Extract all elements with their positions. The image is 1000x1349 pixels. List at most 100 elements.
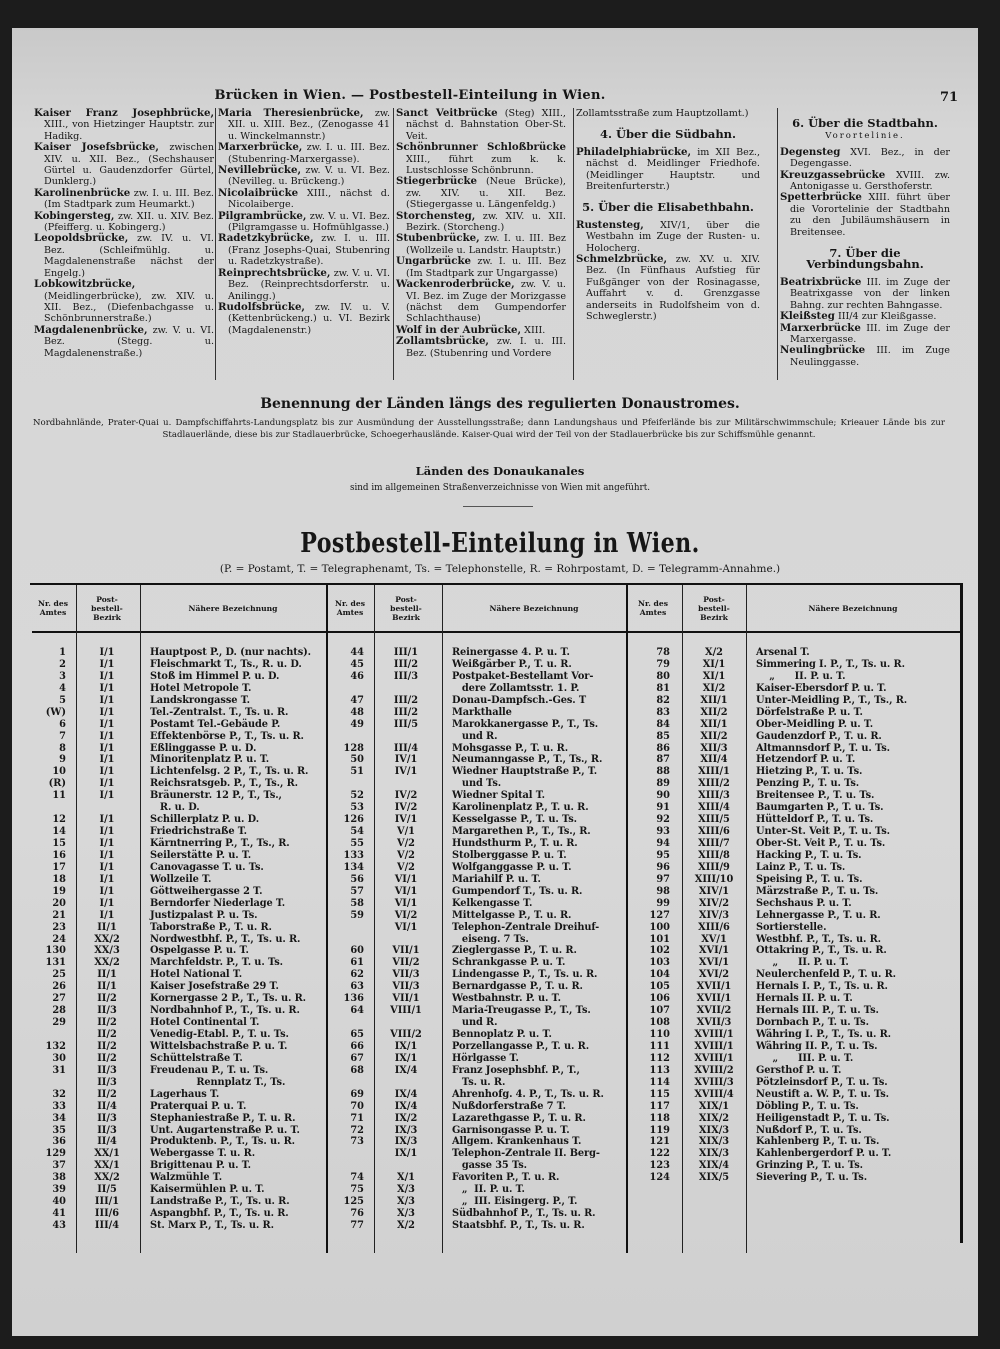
office-designation: Simmering I. P., T., Ts. u. R. <box>756 658 905 670</box>
bridge-name: Stubenbrücke, <box>396 232 480 245</box>
delivery-district: XIII/8 <box>698 849 730 861</box>
table-row: 110 XVIII/1 Währing I. P., T., Ts. u. R. <box>628 1029 962 1041</box>
table-row: 38 XX/2 Walzmühle T. <box>32 1172 326 1184</box>
table-row: 17 I/1 Canovagasse T. u. Ts. <box>32 862 326 874</box>
bridge-description: zw. V. u. VI. Bez. (Reinprechtsdorferstr… <box>228 267 390 302</box>
delivery-district: III/1 <box>393 647 419 658</box>
office-number: 81 <box>656 682 670 694</box>
table-row: 49 III/5 Marokkanergasse P., T., Ts. <box>328 719 626 731</box>
bridge-name: Spetterbrücke <box>780 191 862 204</box>
table-row: 8 I/1 Eßlinggasse P. u. D. <box>32 743 326 755</box>
office-number: 100 <box>649 921 670 933</box>
delivery-district: I/1 <box>99 814 115 826</box>
section-heading: 6. Über die Stadtbahn. <box>792 116 938 130</box>
office-designation: Baumgarten P., T. u. Ts. <box>756 802 884 814</box>
delivery-district: XII/2 <box>700 730 728 742</box>
table-row: 80 XI/1 „ II. P. u. T. <box>628 671 962 683</box>
office-number: 85 <box>656 730 670 742</box>
table-row: 29 II/2 Hotel Continental T. <box>32 1017 326 1029</box>
delivery-district: XVII/3 <box>696 1017 732 1029</box>
office-designation: Margarethen P., T., Ts., R. <box>452 826 591 838</box>
bridge-description: (Meidlingerbrücke), zw. XIV. u. XII. Bez… <box>44 290 214 325</box>
table-rows: 1 I/1 Hauptpost P., D. (nur nachts). 2 I/1 Fl… <box>32 647 326 1232</box>
office-number: 15 <box>52 838 66 849</box>
table-row: 32 II/2 Lagerhaus T. <box>32 1089 326 1101</box>
office-designation: Staatsbhf. P., T., Ts. u. R. <box>452 1220 585 1231</box>
bridge-description: zw. I. u. III. Bez (Wollzeile u. Landstr… <box>406 233 566 256</box>
delivery-district: X/3 <box>397 1208 415 1220</box>
office-number: 55 <box>350 838 364 849</box>
bridge-entry: Rustensteg, XIV/1, über die Westbahn im … <box>576 219 760 254</box>
office-designation: Heiligenstadt P., T. u. Ts. <box>756 1112 890 1124</box>
bridge-entry: Lobkowitzbrücke, (Meidlingerbrücke), zw.… <box>34 278 214 325</box>
bridges-column: Sanct Veitbrücke (Steg) XIII., nächst d.… <box>396 107 566 380</box>
office-designation: Seilerstätte P. u. T. <box>150 849 252 861</box>
delivery-district: XX/3 <box>94 945 120 957</box>
office-designation: Karolinenplatz P., T. u. R. <box>452 802 589 814</box>
column-divider <box>777 108 778 380</box>
delivery-district: XVIII/1 <box>694 1052 734 1064</box>
office-designation: Speising P., T. u. Ts. <box>756 873 863 885</box>
delivery-district: VI/1 <box>394 873 418 885</box>
office-number: 63 <box>350 981 364 993</box>
table-row: 59 VI/2 Mittelgasse P., T. u. R. <box>328 910 626 922</box>
office-designation: Mohsgasse P., T. u. R. <box>452 742 569 754</box>
bridge-description: XIII. führt über die Vorortelinie der St… <box>790 192 950 238</box>
office-designation: Praterquai P. u. T. <box>150 1100 247 1112</box>
office-designation: Produktenb. P., T., Ts. u. R. <box>150 1136 295 1148</box>
table-row: 76 X/3 Südbahnhof P., T., Ts. u. R. <box>328 1208 626 1220</box>
office-number: 128 <box>343 742 364 754</box>
office-designation: Hörlgasse T. <box>452 1052 519 1064</box>
bridge-description: XIII., nächst d. Nicolaiberge. <box>228 187 390 211</box>
office-number: 106 <box>649 993 670 1005</box>
table-row: 53 IV/2 Karolinenplatz P., T. u. R. <box>328 802 626 814</box>
bridge-entry: Leopoldsbrücke, zw. IV. u. VI. Bez. (Sch… <box>34 233 214 279</box>
office-designation: Lainz P., T. u. Ts. <box>756 861 846 873</box>
office-designation: Sortierstelle. <box>756 921 827 933</box>
running-head: Brücken in Wien. — Postbestell-Einteilun… <box>214 88 606 103</box>
table-row: 111 XVIII/1 Währing II. P., T. u. Ts. <box>628 1041 962 1053</box>
bridge-name: Nicolaibrücke <box>218 186 299 199</box>
table-row: 46 III/3 Postpaket-Bestellamt Vor- <box>328 671 626 683</box>
delivery-district: XIII/9 <box>698 861 730 873</box>
table-row: 20 I/1 Berndorfer Niederlage T. <box>32 898 326 910</box>
delivery-district: III/5 <box>393 718 419 730</box>
office-designation: Hundsthurm P., T. u. R. <box>452 838 578 849</box>
bridge-name: Sanct Veitbrücke <box>396 107 498 119</box>
bridge-description: III. im Zuge der Beatrixgasse von der li… <box>790 276 950 311</box>
bridge-description: zw. XII. u. XIII. Bez., (Zenogasse 41 u.… <box>228 108 390 142</box>
table-row: 23 II/1 Taborstraße P., T. u. R. <box>32 922 326 934</box>
office-number: 80 <box>656 670 670 682</box>
office-number: 17 <box>52 861 66 873</box>
table-row: 74 X/1 Favoriten P., T. u. R. <box>328 1172 626 1184</box>
office-number: 132 <box>45 1040 66 1052</box>
delivery-district: III/2 <box>393 658 419 670</box>
delivery-district: IX/1 <box>394 1040 418 1052</box>
office-designation: „ II. P. u. T. <box>756 957 849 969</box>
bridge-entry: Stiegerbrücke (Neue Brücke), zw. XIV. u.… <box>396 176 566 211</box>
office-designation: Ober-St. Veit P., T. u. Ts. <box>756 838 886 849</box>
office-designation: Nordbahnhof P., T., Ts. u. R. <box>150 1005 300 1017</box>
office-designation: Kesselgasse P., T. u. Ts. <box>452 814 577 826</box>
table-row: 71 IX/2 Lazarethgasse P., T. u. R. <box>328 1113 626 1125</box>
office-designation: Lichtenfelsg. 2 P., T., Ts. u. R. <box>150 766 309 778</box>
office-number: 57 <box>350 885 364 897</box>
bridge-entry: Kaiser Josefsbrücke, zwischen XIV. u. XI… <box>34 142 214 188</box>
office-number: 117 <box>649 1100 670 1112</box>
delivery-district: XII/2 <box>700 706 728 718</box>
office-number: 75 <box>350 1184 364 1196</box>
delivery-district: I/1 <box>99 909 115 921</box>
delivery-district: XV/1 <box>701 933 727 945</box>
delivery-district: I/1 <box>99 706 115 718</box>
landings-heading: Benennung der Länden längs des reguliert… <box>260 396 740 412</box>
table-row: 133 V/2 Stolberggasse P. u. T. <box>328 850 626 862</box>
table-row: 61 VII/2 Schrankgasse P. u. T. <box>328 957 626 969</box>
table-row: 27 II/2 Kornergasse 2 P., T., Ts. u. R. <box>32 993 326 1005</box>
office-designation: Nußdorferstraße 7 T. <box>452 1100 566 1112</box>
office-designation: Wittelsbachstraße P. u. T. <box>150 1040 288 1052</box>
office-number: 111 <box>649 1040 670 1052</box>
office-number: 126 <box>343 814 364 826</box>
office-designation: Bräunerstr. 12 P., T., Ts., <box>150 790 282 802</box>
bridge-entry: Kobingersteg, zw. XII. u. XIV. Bez. (Pfe… <box>34 210 214 234</box>
bridge-description: zw. XII. u. XIV. Bez. (Pfeifferg. u. Kob… <box>44 210 214 234</box>
